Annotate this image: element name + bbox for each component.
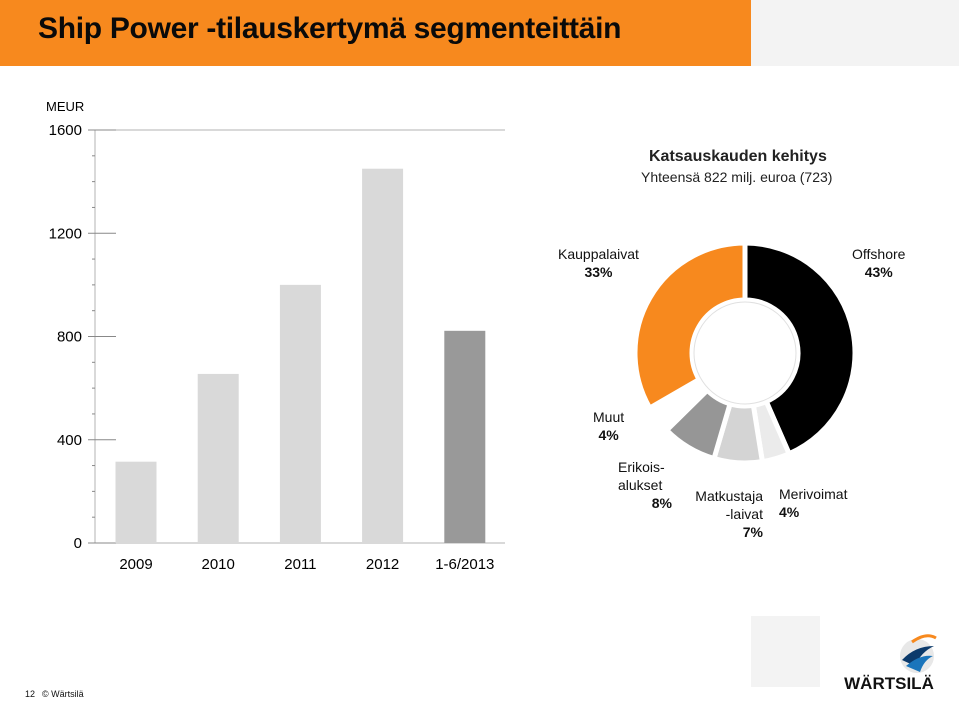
label-meri-name: Merivoimat [779,486,848,502]
donut-subtitle: Yhteensä 822 milj. euroa (723) [641,169,833,185]
label-offshore-name: Offshore [852,246,906,262]
label-matkustaja-line2: -laivat [725,506,763,522]
bar [279,284,321,543]
label-muut-pct: 4% [598,427,619,443]
donut-hole [693,301,797,405]
label-muut-name: Muut [593,409,625,425]
copyright: © Wärtsilä [42,689,84,699]
footer: 12 © Wärtsilä [0,687,820,701]
bar-x-tick-label: 1-6/2013 [435,556,494,573]
donut-slice [632,240,748,412]
bar-unit-label: MEUR [46,99,85,114]
label-muut: Muut 4% [593,408,624,444]
bar-y-tick-label: 0 [74,535,82,552]
logo-swoosh-icon [902,646,934,666]
label-kauppalaivat-pct: 33% [584,264,613,280]
bar-y-tick-label: 400 [57,432,82,449]
label-offshore-pct: 43% [864,264,893,280]
title-bar: Ship Power -tilauskertymä segmenteittäin [0,0,751,66]
bar-x-tick-label: 2011 [284,556,316,573]
bar-y-tick-label: 1200 [49,225,82,242]
label-erikois-line2: alukset [618,477,663,493]
donut-slice [742,240,858,458]
logo-text: WÄRTSILÄ [844,674,934,693]
bar-x-tick-label: 2010 [202,556,235,573]
label-kauppalaivat-name: Kauppalaivat [558,246,639,262]
bar [115,461,157,543]
label-erikoisalukset: Erikois- alukset 8% [618,458,672,512]
page-number: 12 [25,689,36,699]
donut-title: Katsauskauden kehitys [649,148,827,165]
label-meri-pct: 4% [779,504,800,520]
bar-x-tick-label: 2012 [366,556,399,573]
label-matkustaja-line1: Matkustaja [695,488,763,504]
bar-x-tick-label: 2009 [119,556,152,573]
label-merivoimat: Merivoimat 4% [779,485,847,521]
bar-y-tick-label: 800 [57,329,82,346]
wartsila-logo: WÄRTSILÄ [844,634,937,693]
bar-chart: 0 400 800 1200 1600 2009 2010 2011 2012 1-6/2013 [49,122,505,573]
logo-arc-icon [911,634,937,644]
bar [362,168,404,543]
bar-y-tick-label: 1600 [49,122,82,139]
slide-title: Ship Power -tilauskertymä segmenteittäin [38,12,622,45]
bar [197,373,239,543]
label-matkustajalaivat: Matkustaja -laivat 7% [683,487,763,541]
bar [444,330,486,543]
label-kauppalaivat: Kauppalaivat 33% [558,245,639,281]
logo-box: WÄRTSILÄ [820,616,959,701]
label-erikois-pct: 8% [651,495,672,511]
logo-swoosh2-icon [906,655,933,672]
donut-chart [632,240,858,466]
label-matkustaja-pct: 7% [742,524,763,540]
label-offshore: Offshore 43% [852,245,905,281]
label-erikois-line1: Erikois- [618,459,665,475]
